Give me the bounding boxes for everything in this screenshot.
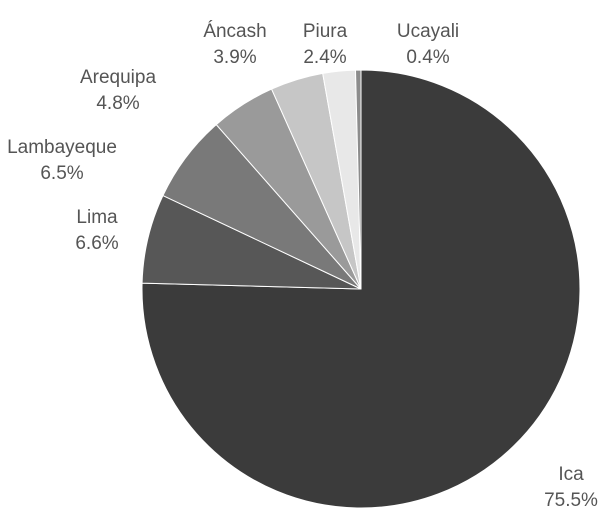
slice-value-label: 0.4%: [406, 47, 449, 68]
slice-label: Ucayali: [397, 21, 459, 42]
slice-value-label: 4.8%: [96, 93, 139, 114]
slice-label: Lima: [76, 207, 118, 228]
slice-value-label: 2.4%: [303, 47, 346, 68]
pie-slice: [354, 69, 362, 290]
slice-value-label: 6.5%: [40, 163, 83, 184]
slice-label: Áncash: [203, 21, 266, 42]
slice-label: Ica: [558, 464, 584, 485]
slice-label: Arequipa: [80, 67, 156, 88]
slice-value-label: 75.5%: [544, 490, 598, 511]
slice-value-label: 3.9%: [213, 47, 256, 68]
slice-label: Piura: [303, 21, 348, 42]
slice-label: Lambayeque: [7, 137, 117, 158]
slice-value-label: 6.6%: [75, 233, 118, 254]
